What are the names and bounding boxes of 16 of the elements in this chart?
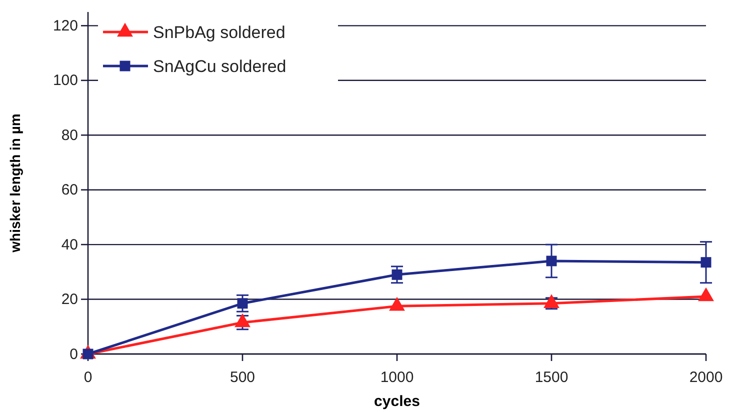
x-tick-label: 1500: [534, 369, 568, 386]
legend-label: SnPbAg soldered: [153, 23, 286, 42]
y-tick-label: 20: [61, 291, 78, 308]
y-tick-label: 120: [52, 17, 78, 34]
y-tick-label: 0: [70, 346, 78, 363]
y-tick-label: 100: [52, 72, 78, 90]
x-axis-title: cycles: [374, 393, 420, 410]
x-tick-label: 2000: [689, 369, 723, 386]
legend-label: SnAgCu soldered: [153, 57, 286, 76]
x-tick-label: 500: [230, 369, 256, 386]
y-tick-label: 40: [61, 236, 78, 254]
y-tick-label: 80: [61, 126, 78, 144]
y-tick-label: 60: [61, 182, 78, 199]
x-tick-label: 0: [84, 369, 92, 386]
y-axis-title: whisker length in µm: [7, 114, 23, 254]
x-tick-label: 1000: [380, 369, 414, 386]
